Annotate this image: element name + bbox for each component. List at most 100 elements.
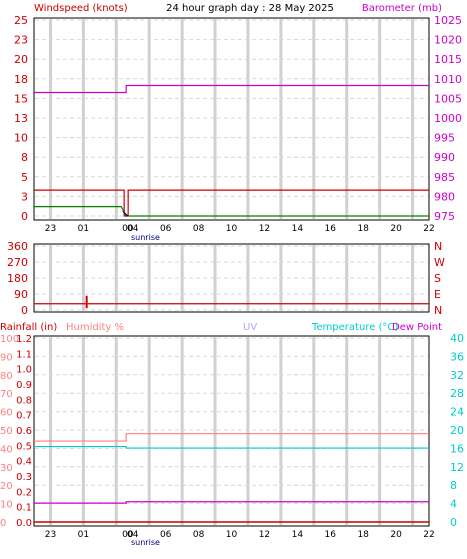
humidity-tick-label: 60: [0, 408, 13, 419]
direction-tick-label: 90: [14, 288, 28, 301]
rainfall-tick-label: 0.1: [16, 503, 32, 514]
top-panel-frame: [33, 17, 430, 221]
direction-tick-label: 0: [21, 304, 28, 317]
compass-tick-label: S: [434, 272, 441, 285]
x-tick-label: 18: [357, 224, 369, 234]
humidity-tick-label: 10: [0, 500, 13, 511]
humidity-tick-label: 90: [0, 352, 13, 363]
barometer-tick-label: 1010: [434, 73, 462, 86]
x-tick-label: 10: [226, 224, 238, 234]
windspeed-tick-label: 0: [21, 210, 28, 223]
direction-tick-label: 270: [7, 256, 28, 269]
windspeed-axis-label: Windspeed (knots): [34, 3, 128, 14]
barometer-tick-label: 990: [434, 151, 455, 164]
windspeed-tick-label: 13: [14, 112, 28, 125]
barometer-tick-label: 975: [434, 210, 455, 223]
x-tick-label: 04: [127, 530, 139, 540]
rainfall-tick-label: 0.0: [16, 518, 32, 529]
compass-tick-label: N: [434, 304, 442, 317]
temperature-tick-label: 32: [450, 369, 464, 382]
humidity-axis-label: Humidity %: [66, 322, 124, 333]
temperature-tick-label: 16: [450, 442, 464, 455]
humidity-tick-label: 30: [0, 463, 13, 474]
direction-tick-label: 360: [7, 240, 28, 253]
dewpoint-axis-label: Dew Point: [392, 322, 442, 333]
humidity-tick-label: 20: [0, 481, 13, 492]
temperature-tick-label: 12: [450, 461, 464, 474]
sunrise-label-top: sunrise: [131, 233, 160, 242]
bottom-grid: [35, 337, 428, 525]
humidity-tick-label: 70: [0, 389, 13, 400]
x-tick-label: 01: [78, 530, 89, 540]
x-tick-label: 16: [325, 224, 337, 234]
x-tick-label: 22: [423, 530, 434, 540]
rainfall-tick-label: 1.0: [16, 365, 32, 376]
chart-title: 24 hour graph day : 28 May 2025: [166, 3, 334, 14]
x-tick-label: 01: [78, 224, 89, 234]
windspeed-tick-label: 18: [14, 73, 28, 86]
rainfall-tick-label: 0.8: [16, 395, 32, 406]
barometer-tick-label: 1005: [434, 92, 462, 105]
uv-axis-label: UV: [243, 322, 257, 333]
x-tick-label: 22: [423, 224, 434, 234]
rainfall-tick-label: 0.5: [16, 441, 32, 452]
barometer-tick-label: 1000: [434, 112, 462, 125]
temperature-tick-label: 36: [450, 350, 464, 363]
x-tick-label: 00: [122, 224, 134, 234]
x-tick-label: 06: [160, 224, 172, 234]
barometer-tick-label: 1020: [434, 34, 462, 47]
humidity-tick-label: 50: [0, 426, 13, 437]
rainfall-tick-label: 1.2: [16, 334, 32, 345]
windspeed-tick-label: 8: [21, 151, 28, 164]
barometer-tick-label: 985: [434, 171, 455, 184]
x-tick-label: 04: [127, 224, 139, 234]
windspeed-tick-label: 23: [14, 34, 28, 47]
rainfall-tick-label: 0.3: [16, 472, 32, 483]
windspeed-tick-label: 5: [21, 171, 28, 184]
temperature-tick-label: 8: [450, 479, 457, 492]
x-tick-label: 10: [226, 530, 238, 540]
temperature-tick-label: 4: [450, 498, 457, 511]
x-tick-label: 06: [160, 530, 172, 540]
temperature-line: [34, 445, 429, 449]
temperature-tick-label: 20: [450, 424, 464, 437]
rainfall-axis-label: Rainfall (in): [0, 322, 57, 333]
windspeed-tick-label: 10: [14, 132, 28, 145]
temperature-tick-label: 40: [450, 332, 464, 345]
windspeed-tick-label: 3: [21, 190, 28, 203]
temperature-tick-label: 28: [450, 387, 464, 400]
x-tick-label: 20: [390, 530, 402, 540]
rainfall-tick-label: 0.7: [16, 411, 32, 422]
x-tick-label: 12: [259, 224, 270, 234]
x-tick-label: 14: [292, 224, 304, 234]
barometer-tick-label: 980: [434, 190, 455, 203]
rainfall-tick-label: 0.6: [16, 426, 32, 437]
x-tick-label: 08: [193, 530, 205, 540]
windspeed-tick-label: 25: [14, 14, 28, 27]
temperature-tick-label: 0: [450, 516, 457, 529]
sunrise-label-bottom: sunrise: [131, 538, 160, 547]
compass-tick-label: E: [434, 288, 441, 301]
direction-tick-label: 180: [7, 272, 28, 285]
x-tick-label: 16: [325, 530, 337, 540]
wind-marker: [122, 210, 129, 217]
tick-layer: 2523201815131085301025102010151010100510…: [0, 14, 464, 540]
x-tick-label: 12: [259, 530, 270, 540]
barometer-tick-label: 1025: [434, 14, 462, 27]
x-tick-label: 23: [45, 224, 56, 234]
compass-tick-label: N: [434, 240, 442, 253]
humidity-tick-label: 0: [0, 518, 6, 529]
temperature-tick-label: 24: [450, 406, 464, 419]
barometer-axis-label: Barometer (mb): [362, 3, 442, 14]
top-grid: [35, 19, 428, 219]
x-tick-label: 23: [45, 530, 56, 540]
x-tick-label: 20: [390, 224, 402, 234]
rainfall-tick-label: 0.4: [16, 457, 32, 468]
humidity-tick-label: 100: [0, 334, 19, 345]
barometer-tick-label: 1015: [434, 53, 462, 66]
series-layer: [34, 84, 429, 523]
rainfall-tick-label: 0.9: [16, 380, 32, 391]
rainfall-tick-label: 0.2: [16, 487, 32, 498]
windspeed-tick-label: 15: [14, 92, 28, 105]
